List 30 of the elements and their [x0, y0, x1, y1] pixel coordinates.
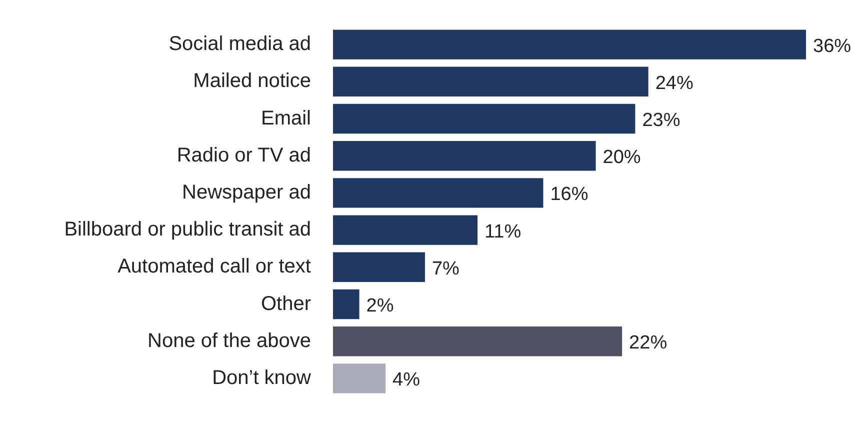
- y-tick-label: Social media ad: [168, 33, 311, 56]
- y-tick-label: Other: [260, 292, 312, 315]
- data-label: 7%: [432, 258, 460, 280]
- data-label: 4%: [392, 370, 420, 391]
- y-tick-label: Radio or TV ad: [176, 144, 311, 166]
- y-tick-label: Newspaper ad: [182, 181, 311, 204]
- y-tick-label: Billboard or public transit ad: [64, 218, 311, 241]
- data-label: 36%: [813, 36, 852, 57]
- data-label: 23%: [642, 110, 680, 131]
- bar: [333, 252, 425, 282]
- data-label: 20%: [602, 147, 641, 168]
- y-tick-label: Email: [260, 107, 311, 130]
- y-tick-label: None of the above: [148, 330, 311, 352]
- data-label: 24%: [655, 72, 694, 94]
- bar: [333, 178, 544, 208]
- bar: [333, 66, 648, 96]
- bar: [333, 30, 806, 60]
- bar: [333, 104, 636, 134]
- data-label: 16%: [550, 184, 588, 206]
- bar: [333, 289, 360, 320]
- bar: [333, 141, 596, 171]
- bar: [333, 326, 622, 356]
- bar: [333, 364, 386, 394]
- y-tick-label: Automated call or text: [118, 256, 312, 278]
- data-label: 22%: [629, 332, 668, 354]
- y-tick-label: Mailed notice: [193, 70, 311, 92]
- bar: [333, 215, 478, 245]
- y-tick-label: Don’t know: [212, 366, 312, 389]
- data-label: 2%: [366, 295, 394, 316]
- data-label: 11%: [484, 221, 522, 242]
